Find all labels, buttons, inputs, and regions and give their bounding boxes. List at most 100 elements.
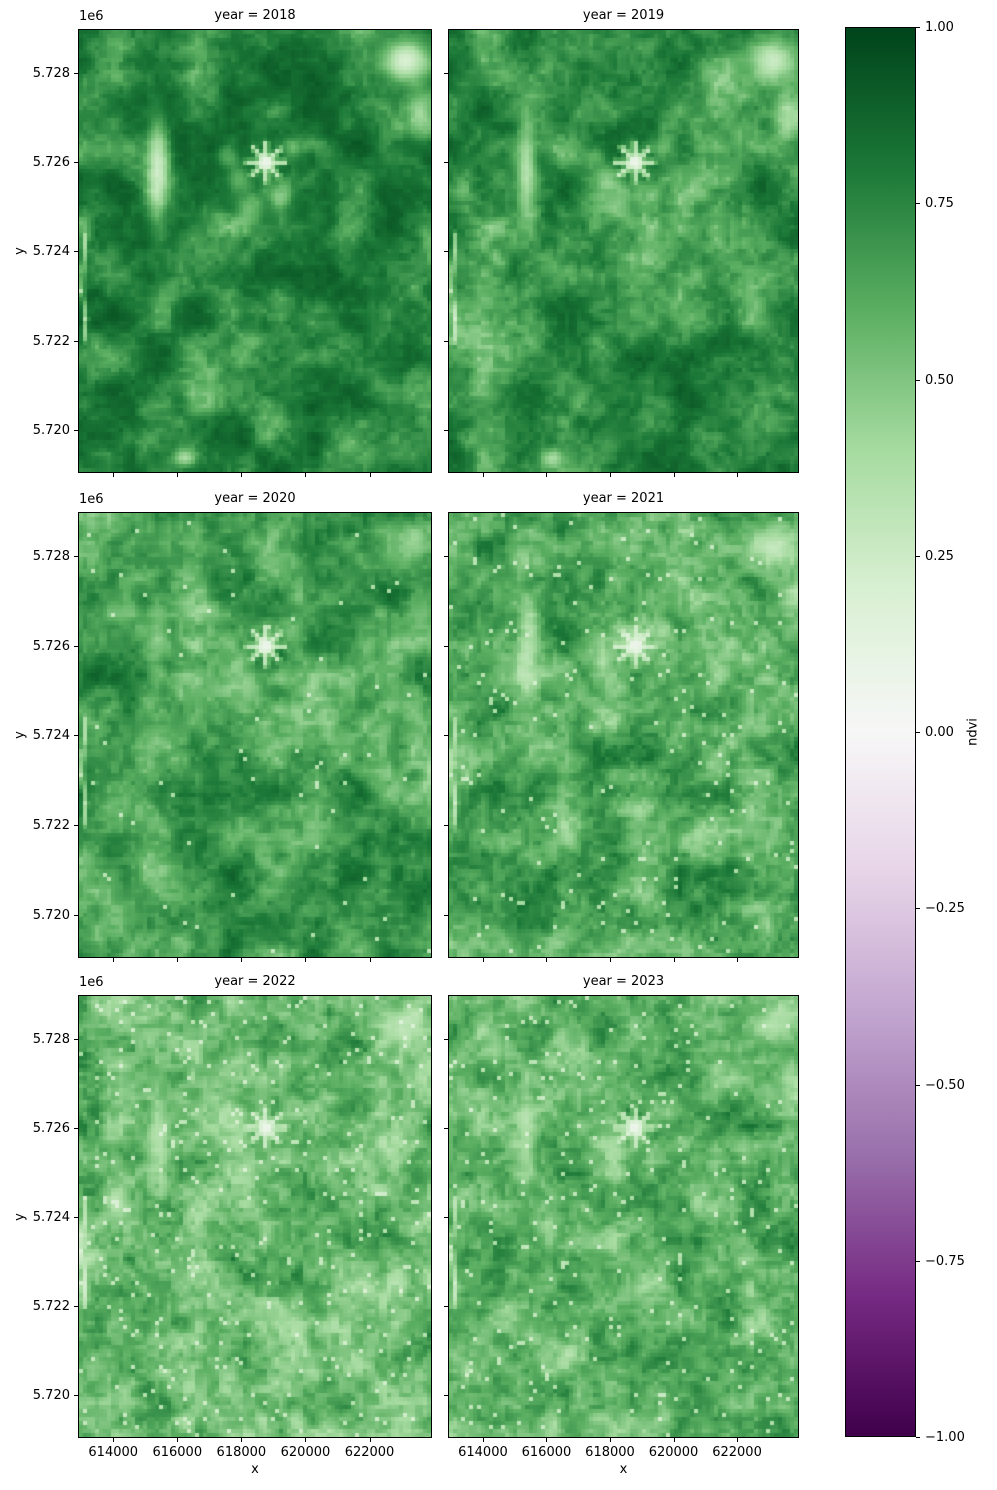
y-axis-offset-text: 1e6 — [79, 9, 104, 24]
facet-title-2018: year = 2018 — [214, 8, 296, 23]
x-tick-label: 620000 — [280, 1445, 331, 1460]
x-tick — [673, 958, 675, 962]
colorbar-tick — [916, 1260, 920, 1262]
colorbar-tick — [916, 203, 920, 205]
colorbar-tick — [916, 1437, 920, 1438]
facet-title-2019: year = 2019 — [582, 8, 665, 23]
facet-panel-2022 — [78, 995, 432, 1438]
x-tick — [113, 958, 115, 962]
y-tick-label: 5.728 — [32, 1032, 70, 1048]
x-axis-label: x — [619, 1462, 628, 1477]
x-tick-label: 618000 — [216, 1445, 267, 1460]
facet-panel-2020 — [78, 512, 432, 958]
y-tick — [74, 429, 78, 431]
colorbar-tick-label: 1.00 — [925, 20, 954, 35]
y-axis-offset-text: 1e6 — [79, 492, 104, 507]
facet-panel-2023 — [448, 995, 799, 1438]
x-tick-label: 622000 — [712, 1445, 762, 1460]
x-tick-label: 614000 — [458, 1445, 508, 1460]
facet-title-2023: year = 2023 — [582, 974, 665, 989]
y-tick — [74, 251, 78, 253]
y-tick — [74, 556, 78, 558]
y-tick-label: 5.726 — [32, 1120, 70, 1136]
y-tick — [74, 735, 78, 737]
x-tick — [673, 473, 675, 477]
y-tick — [444, 825, 448, 826]
y-tick — [444, 914, 448, 916]
x-tick — [546, 1438, 548, 1442]
y-tick — [74, 1216, 78, 1218]
colorbar-tick — [916, 908, 920, 910]
y-tick-label: 5.720 — [32, 907, 70, 923]
y-tick — [444, 645, 448, 647]
x-tick — [610, 473, 611, 477]
colorbar-tick-label: 0.00 — [925, 725, 954, 740]
x-tick — [305, 473, 307, 477]
colorbar — [845, 27, 916, 1437]
x-tick — [482, 473, 484, 477]
y-tick — [444, 73, 448, 75]
x-tick-label: 618000 — [585, 1445, 635, 1460]
y-tick — [444, 1305, 448, 1307]
x-tick — [737, 473, 739, 477]
colorbar-tick-label: −0.75 — [925, 1253, 965, 1269]
colorbar-label-text: ndvi — [965, 718, 981, 746]
x-tick-label: 620000 — [648, 1445, 699, 1460]
y-tick — [74, 340, 78, 342]
colorbar-tick — [916, 1084, 920, 1086]
x-tick — [482, 958, 484, 962]
x-tick — [305, 958, 307, 962]
colorbar-tick — [916, 555, 920, 557]
ndvi-raster-canvas-2023 — [449, 996, 798, 1437]
y-tick — [74, 645, 78, 647]
x-tick — [241, 473, 243, 477]
colorbar-tick-label: −1.00 — [925, 1430, 965, 1445]
y-tick-label: 5.724 — [32, 244, 70, 260]
y-tick — [444, 556, 448, 558]
x-tick — [546, 958, 548, 962]
x-tick — [241, 958, 243, 962]
facet-panel-2021 — [448, 512, 799, 958]
x-tick — [241, 1438, 243, 1442]
x-tick — [369, 473, 371, 477]
y-tick — [74, 914, 78, 916]
y-tick — [74, 1127, 78, 1129]
x-tick — [113, 473, 115, 477]
y-tick-label: 5.728 — [32, 66, 70, 82]
ndvi-raster-canvas-2020 — [79, 513, 431, 957]
x-tick — [177, 958, 179, 962]
y-tick — [74, 1394, 78, 1396]
y-tick-label: 5.724 — [32, 1209, 70, 1225]
y-tick — [74, 1305, 78, 1307]
x-tick — [673, 1438, 675, 1442]
y-tick — [444, 340, 448, 342]
ndvi-raster-canvas-2021 — [449, 513, 798, 957]
x-tick — [369, 958, 371, 962]
colorbar-tick — [916, 27, 920, 28]
y-tick-label: 5.724 — [32, 728, 70, 744]
ndvi-raster-canvas-2022 — [79, 996, 431, 1437]
y-tick-label: 5.726 — [32, 155, 70, 171]
x-tick-label: 622000 — [344, 1445, 395, 1460]
x-tick — [610, 1438, 611, 1442]
x-tick — [369, 1438, 371, 1442]
x-tick — [737, 1438, 739, 1442]
y-tick — [444, 1394, 448, 1396]
y-tick-label: 5.722 — [32, 333, 70, 349]
y-tick-label: 5.726 — [32, 638, 70, 654]
colorbar-tick-label: −0.50 — [925, 1077, 965, 1093]
x-tick — [610, 958, 611, 962]
x-tick-label: 614000 — [88, 1445, 139, 1460]
facet-panel-2019 — [448, 29, 799, 473]
y-tick-label: 5.720 — [32, 1387, 70, 1403]
x-tick — [177, 473, 179, 477]
facet-panel-2018 — [78, 29, 432, 473]
y-tick — [444, 251, 448, 253]
y-tick-label: 5.722 — [32, 1298, 70, 1314]
y-tick — [444, 429, 448, 431]
y-tick — [444, 1127, 448, 1129]
y-tick — [444, 1216, 448, 1218]
y-tick — [74, 73, 78, 75]
x-tick — [113, 1438, 115, 1442]
